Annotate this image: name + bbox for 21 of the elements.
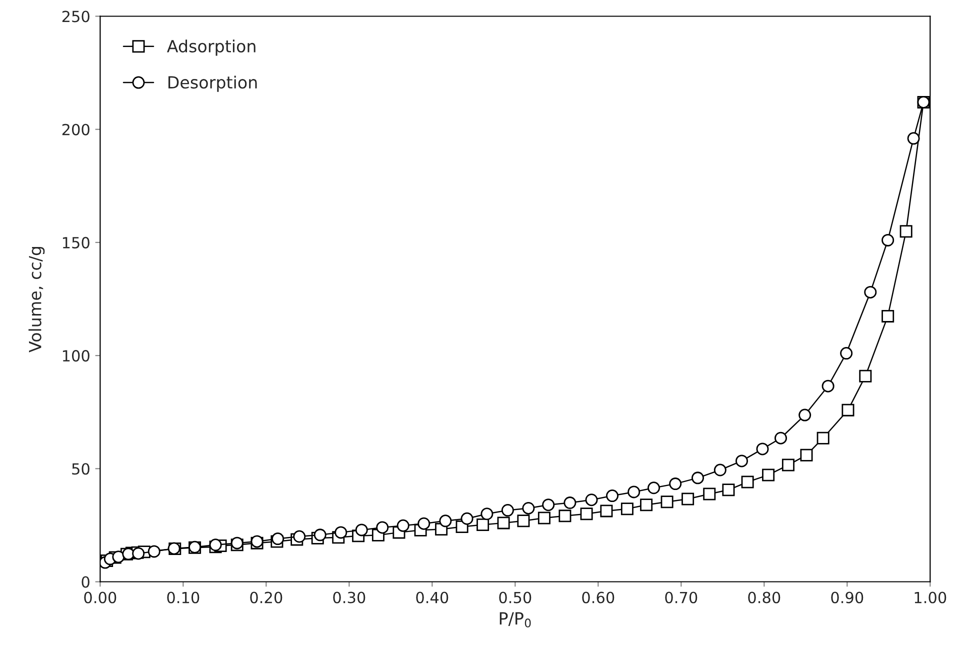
y-tick-label: 100 [62, 350, 90, 362]
x-tick-label: 0.40 [416, 592, 448, 604]
x-tick-label: 1.00 [914, 592, 946, 604]
x-tick-label: 0.50 [499, 592, 532, 604]
legend-label: Adsorption [166, 40, 256, 56]
y-axis-title: Volume, cc/g [28, 246, 45, 352]
y-tick-label: 0 [82, 576, 90, 588]
x-axis-title: P/P$_{0}$ [500, 612, 531, 628]
y-tick-label: 150 [62, 236, 90, 248]
x-tick-label: 0.80 [748, 592, 780, 604]
x-tick-label: 0.70 [665, 592, 698, 604]
x-tick-label: 0.60 [582, 592, 614, 604]
x-tick-label: 0.20 [250, 592, 282, 604]
x-tick-label: 0.30 [333, 592, 366, 604]
x-tick-label: 0.90 [831, 592, 864, 604]
y-tick-label: 200 [62, 124, 90, 136]
x-tick-label: 0.10 [167, 592, 200, 604]
x-tick-label: 0.00 [84, 592, 116, 604]
y-tick-label: 50 [72, 463, 90, 475]
y-tick-label: 250 [62, 10, 90, 22]
legend-label: Desorption [168, 76, 257, 92]
